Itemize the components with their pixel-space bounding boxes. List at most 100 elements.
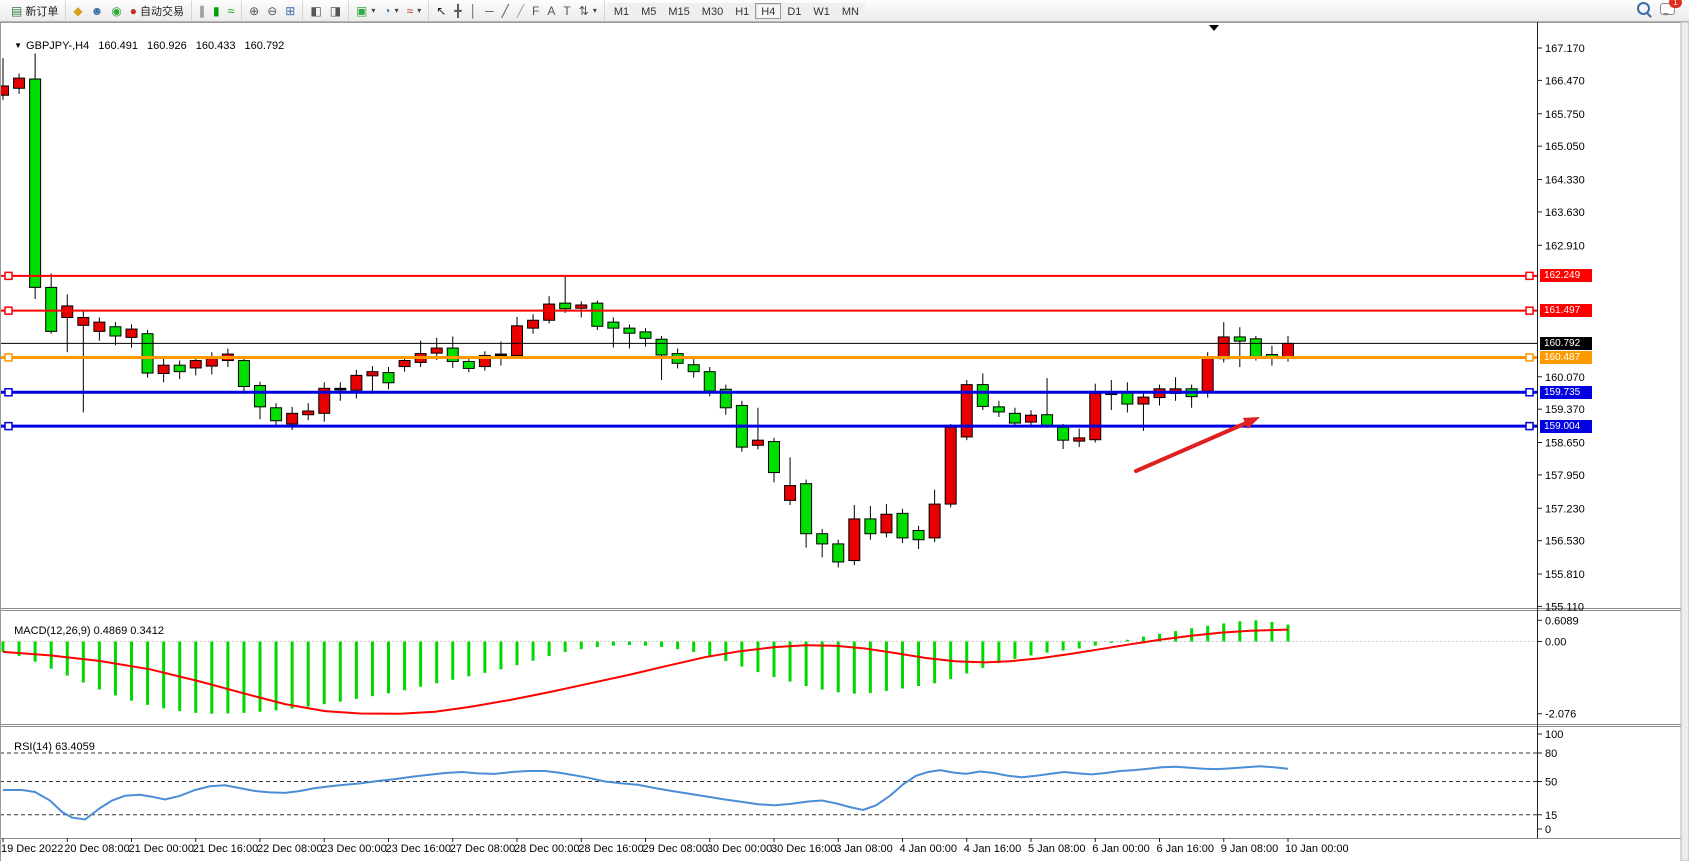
channel-icon: ╱ [516,3,525,18]
timeframe-m1[interactable]: M1 [607,2,636,19]
timeframe-w1[interactable]: W1 [807,2,836,19]
level-handle[interactable] [4,271,13,281]
zoom-out-icon[interactable]: ⊖ [263,2,281,20]
chart-shift-icon[interactable]: ◧ [306,2,325,20]
candle-body [318,387,331,414]
candlestick-icon[interactable]: ▮ [209,2,224,20]
crosshair-tool[interactable]: ╋ [450,2,465,20]
price-axis-label: 160.070 [1545,372,1585,384]
signals-icon[interactable]: ◉ [107,2,125,20]
toolbar-group-panels: ◆ ☻ ◉ ● 自动交易 [65,0,191,21]
macd-axis-label: -2.076 [1545,709,1576,721]
level-handle[interactable] [4,306,13,315]
arrows-icon: ⇅ [578,3,589,18]
bar-chart-icon[interactable]: ∥ [195,2,209,20]
timeframe-h1[interactable]: H1 [729,2,756,19]
dropdown-arrow-icon[interactable]: ▾ [417,6,422,15]
candle-body [77,316,90,326]
candle-body [912,529,925,541]
level-handle[interactable] [1525,353,1534,362]
auto-scroll-icon[interactable]: ◨ [326,2,345,20]
new-order-button[interactable]: ▤ 新订单 [7,2,62,20]
timeframe-d1[interactable]: D1 [781,2,808,19]
tile-windows-icon[interactable]: ⊞ [281,2,299,20]
text-tool[interactable]: A [543,2,559,20]
new-chart-button[interactable]: ▣ ▾ [352,2,379,20]
level-handle[interactable] [4,388,13,397]
chart-shift-icon: ◧ [310,3,322,18]
timeframe-m30[interactable]: M30 [695,2,730,19]
timeframe-m15[interactable]: M15 [662,2,696,19]
candle-body [302,410,315,416]
candle-body [1073,437,1086,442]
time-axis-label: 28 Dec 00:00 [514,843,579,855]
price-axis-label: 167.170 [1545,43,1585,55]
candle-body [1089,392,1102,441]
price-axis-label: 164.330 [1545,175,1585,187]
arrows-tool[interactable]: ⇅ ▾ [575,2,601,20]
candle-body [784,485,797,501]
rsi-pane [3,765,1289,821]
timeframe-mn[interactable]: MN [835,2,865,19]
candle-body [543,303,556,321]
toolbar-group-chart-types: ∥ ▮ ≈ [190,0,241,21]
channel-tool[interactable]: ╱ [513,2,528,20]
annotation-arrow[interactable] [1134,417,1260,473]
candle-body [157,364,170,375]
auto-trading-label: 自动交易 [139,5,184,18]
time-axis-label: 28 Dec 16:00 [578,843,643,855]
styler-icon[interactable]: ◆ [69,2,86,20]
zoom-in-icon[interactable]: ⊕ [245,2,263,20]
candle-body [1217,336,1230,360]
timeframe-m5[interactable]: M5 [635,2,663,19]
price-axis-label: 155.810 [1545,569,1585,581]
fibonacci-tool[interactable]: F [528,2,543,20]
auto-trading-button[interactable]: ● 自动交易 [126,2,188,20]
level-handle[interactable] [1525,306,1534,315]
candle-body [13,77,26,89]
dropdown-arrow-icon[interactable]: ▾ [394,6,399,15]
line-chart-icon[interactable]: ≈ [224,2,239,20]
scroll-marker-icon[interactable] [1209,25,1219,31]
toolbar-group-create: ▣ ▾ ◔ ▾ ≈ ▾ [348,0,428,21]
search-icon [1637,1,1650,15]
candle-body [896,512,909,539]
time-axis-label: 5 Jan 08:00 [1028,843,1086,855]
symbol-dropdown-icon[interactable]: ▼ [14,41,23,50]
search-button[interactable] [1637,1,1650,20]
candle-body [800,483,813,535]
dropdown-arrow-icon[interactable]: ▾ [592,6,597,15]
level-handle[interactable] [1525,421,1534,431]
timeframe-h4[interactable]: H4 [755,2,782,19]
candle-body [1057,426,1070,441]
dropdown-arrow-icon[interactable]: ▾ [371,6,376,15]
vline-tool[interactable]: │ [466,2,482,20]
level-handle[interactable] [1525,271,1534,281]
level-handle[interactable] [4,421,13,431]
rsi-axis-label: 100 [1545,729,1563,741]
right-scroll-strip[interactable] [1680,21,1689,861]
candle-body [751,439,764,446]
candle-body [816,533,829,545]
indicators-button[interactable]: ≈ ▾ [403,2,426,20]
candle-body [527,319,540,329]
period-button[interactable]: ◔ ▾ [379,2,402,20]
rsi-value: 63.4059 [55,741,95,753]
market-watch-icon[interactable]: ☻ [87,2,108,20]
trendline-tool[interactable]: ╱ [498,2,513,20]
rsi-line [3,765,1289,821]
hline-tool[interactable]: ─ [481,2,498,20]
cursor-tool[interactable]: ↖ [432,2,450,20]
level-handle[interactable] [4,353,13,362]
candle-body [1041,414,1054,427]
level-handle[interactable] [1525,388,1534,397]
ohlc-close: 160.792 [244,40,285,52]
price-axis-label: 163.630 [1545,207,1585,219]
notifications-button[interactable]: 1 [1660,0,1682,20]
rsi-axis-label: 80 [1545,748,1557,760]
candle-body [832,543,845,563]
candle-body [350,374,363,391]
label-tool[interactable]: T [559,2,574,20]
rsi-label: RSI(14) 63.4059 [14,741,95,753]
